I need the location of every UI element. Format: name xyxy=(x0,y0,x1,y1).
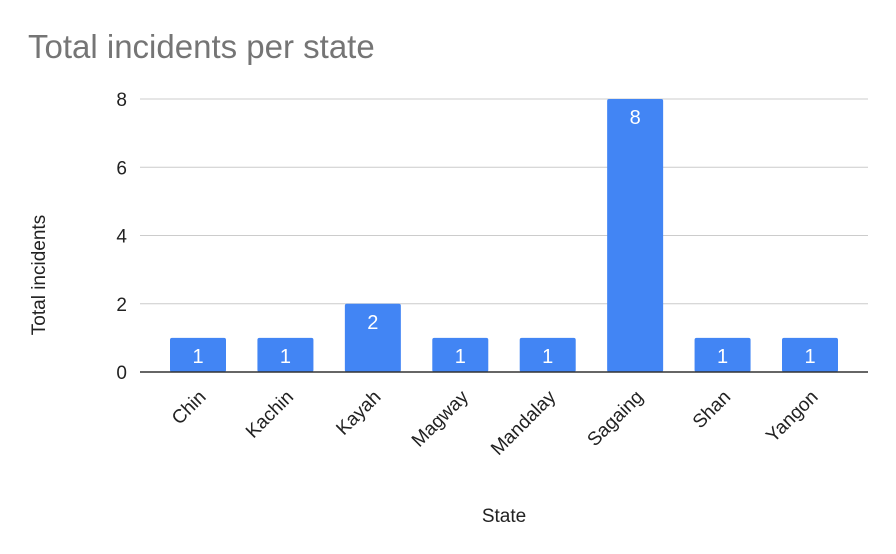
data-label: 1 xyxy=(192,346,203,368)
y-tick-label: 2 xyxy=(116,295,127,316)
x-tick-label: Shan xyxy=(689,387,735,433)
data-label: 8 xyxy=(630,107,641,129)
data-label: 1 xyxy=(542,346,553,368)
x-axis-title: State xyxy=(482,506,526,527)
chart-title: Total incidents per state xyxy=(28,28,375,65)
data-label: 1 xyxy=(717,346,728,368)
x-tick-label: Mandalay xyxy=(487,386,560,459)
y-tick-label: 6 xyxy=(116,158,127,179)
bar-yangon xyxy=(782,337,838,372)
data-label: 2 xyxy=(367,312,378,334)
x-tick-label: Kayah xyxy=(332,387,385,440)
data-label: 1 xyxy=(455,346,466,368)
bar-magway xyxy=(432,337,489,372)
y-tick-label: 8 xyxy=(116,90,127,111)
data-label: 1 xyxy=(280,346,291,368)
bars: 1 1 2 1 1 8 1 1 xyxy=(170,99,838,372)
bar-kachin xyxy=(257,337,314,372)
bar-chin xyxy=(170,337,226,372)
data-label: 1 xyxy=(804,346,815,368)
y-axis-ticks: 0 2 4 6 8 xyxy=(116,90,127,384)
y-tick-label: 0 xyxy=(116,363,127,384)
bar-shan xyxy=(694,337,751,372)
x-tick-label: Chin xyxy=(168,387,210,429)
x-tick-label: Sagaing xyxy=(584,387,648,451)
x-tick-label: Yangon xyxy=(762,387,822,447)
x-tick-label: Magway xyxy=(408,386,473,451)
x-axis-ticks: Chin Kachin Kayah Magway Mandalay Sagaing Shan… xyxy=(168,386,822,459)
gridlines xyxy=(140,98,868,305)
bar-sagaing xyxy=(607,99,664,372)
bar-mandalay xyxy=(519,337,576,372)
x-tick-label: Kachin xyxy=(242,387,298,443)
y-tick-label: 4 xyxy=(116,227,127,248)
bar-kayah xyxy=(344,303,401,372)
y-axis-title: Total incidents xyxy=(29,215,50,335)
